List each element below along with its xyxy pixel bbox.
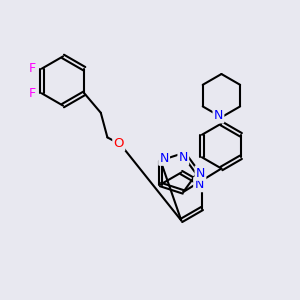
- Text: O: O: [114, 137, 124, 150]
- Text: N: N: [196, 167, 205, 180]
- Text: N: N: [159, 152, 169, 165]
- Text: N: N: [214, 109, 223, 122]
- Text: N: N: [194, 178, 204, 191]
- Text: N: N: [178, 151, 188, 164]
- Text: F: F: [28, 87, 36, 101]
- Text: F: F: [28, 61, 36, 75]
